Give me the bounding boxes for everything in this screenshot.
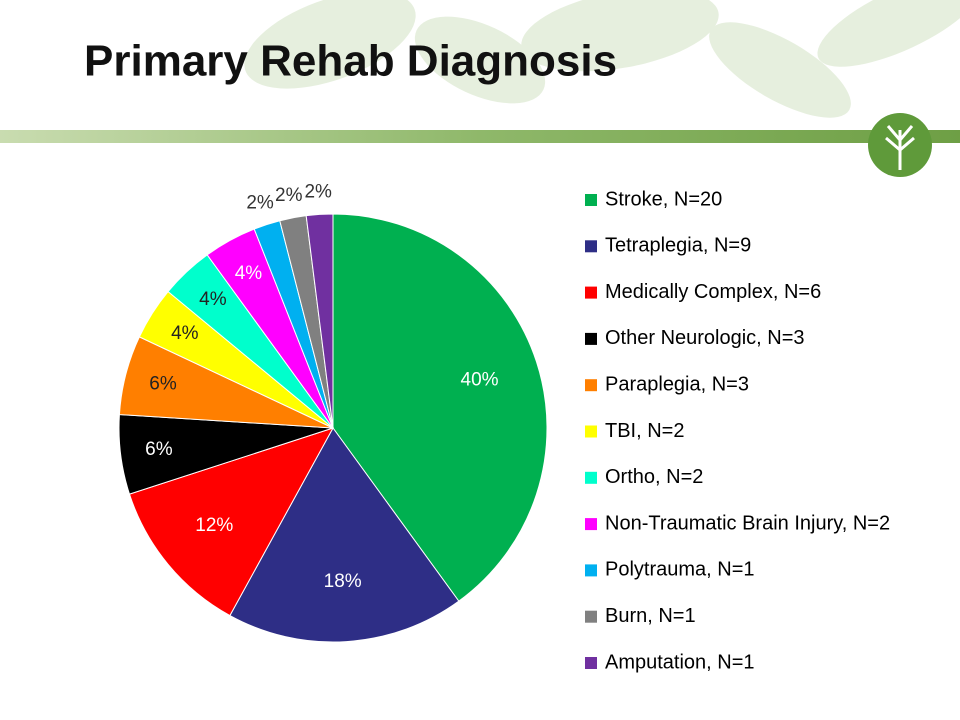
legend-label: Paraplegia, N=3 (605, 373, 749, 395)
data-label: 18% (324, 571, 362, 592)
title-rule (0, 130, 960, 143)
pie-slice (229, 427, 460, 643)
legend: Stroke, N=20 Tetraplegia, N=9 Medically Co… (585, 188, 890, 673)
legend-swatch (585, 610, 597, 623)
legend-label: Polytrauma, N=1 (605, 559, 755, 581)
data-label: 4% (199, 289, 227, 310)
pie: 40%18%12%6%6%4%4%4%2% 2% 2% (118, 181, 548, 643)
legend-label: Tetraplegia, N=9 (605, 235, 751, 257)
data-label: 4% (171, 323, 199, 344)
legend-label: Stroke, N=20 (605, 188, 722, 210)
data-label: 6% (149, 373, 177, 394)
legend-label: Burn, N=1 (605, 605, 696, 627)
data-label: 12% (195, 515, 233, 536)
legend-swatch (585, 379, 597, 392)
legend-swatch (585, 657, 597, 669)
legend-swatch (585, 286, 597, 299)
data-label: 2% (246, 193, 274, 214)
legend-label: Amputation, N=1 (605, 651, 755, 673)
legend-swatch (585, 332, 597, 345)
legend-swatch (585, 194, 597, 206)
pie-slice (332, 213, 548, 602)
data-label: 6% (145, 439, 173, 460)
legend-swatch (585, 425, 597, 438)
data-label: 2% (304, 181, 332, 202)
pie-slice (128, 427, 335, 617)
legend-swatch (585, 240, 597, 253)
legend-label: Ortho, N=2 (605, 466, 703, 488)
pie-slice (305, 213, 334, 429)
chart-title: Primary Rehab Diagnosis (84, 37, 617, 86)
legend-label: Medically Complex, N=6 (605, 281, 821, 303)
data-label: 2% (275, 185, 303, 206)
legend-swatch (585, 518, 597, 531)
decor-leaves (244, 0, 960, 118)
logo (868, 113, 932, 177)
data-label: 40% (461, 369, 499, 390)
legend-swatch (585, 564, 597, 577)
legend-label: Non-Traumatic Brain Injury, N=2 (605, 512, 890, 534)
legend-label: TBI, N=2 (605, 420, 684, 442)
legend-swatch (585, 471, 597, 484)
data-label: 4% (235, 263, 263, 284)
legend-label: Other Neurologic, N=3 (605, 327, 805, 349)
